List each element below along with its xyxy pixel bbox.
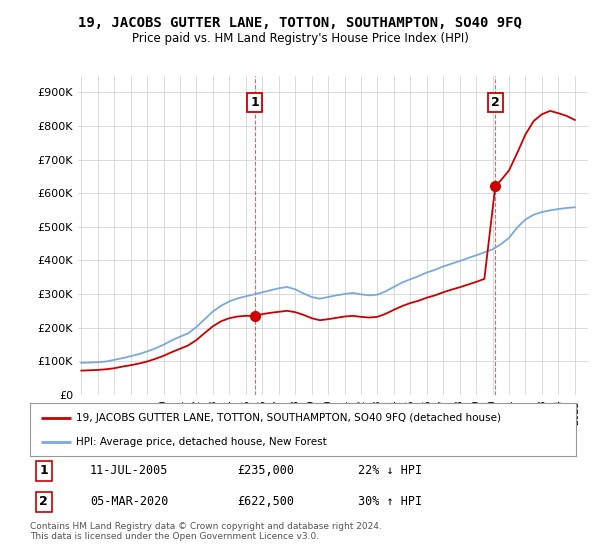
Text: Price paid vs. HM Land Registry's House Price Index (HPI): Price paid vs. HM Land Registry's House …: [131, 32, 469, 45]
Text: HPI: Average price, detached house, New Forest: HPI: Average price, detached house, New …: [76, 437, 327, 447]
Text: Contains HM Land Registry data © Crown copyright and database right 2024.
This d: Contains HM Land Registry data © Crown c…: [30, 522, 382, 542]
Text: 22% ↓ HPI: 22% ↓ HPI: [358, 464, 422, 478]
Text: 11-JUL-2005: 11-JUL-2005: [90, 464, 169, 478]
Text: £622,500: £622,500: [238, 495, 295, 508]
Text: 1: 1: [39, 464, 48, 478]
Text: 19, JACOBS GUTTER LANE, TOTTON, SOUTHAMPTON, SO40 9FQ: 19, JACOBS GUTTER LANE, TOTTON, SOUTHAMP…: [78, 16, 522, 30]
Text: 05-MAR-2020: 05-MAR-2020: [90, 495, 169, 508]
Text: 2: 2: [491, 96, 500, 109]
Text: 30% ↑ HPI: 30% ↑ HPI: [358, 495, 422, 508]
Text: 1: 1: [250, 96, 259, 109]
Text: 19, JACOBS GUTTER LANE, TOTTON, SOUTHAMPTON, SO40 9FQ (detached house): 19, JACOBS GUTTER LANE, TOTTON, SOUTHAMP…: [76, 413, 502, 423]
Text: £235,000: £235,000: [238, 464, 295, 478]
Text: 2: 2: [39, 495, 48, 508]
